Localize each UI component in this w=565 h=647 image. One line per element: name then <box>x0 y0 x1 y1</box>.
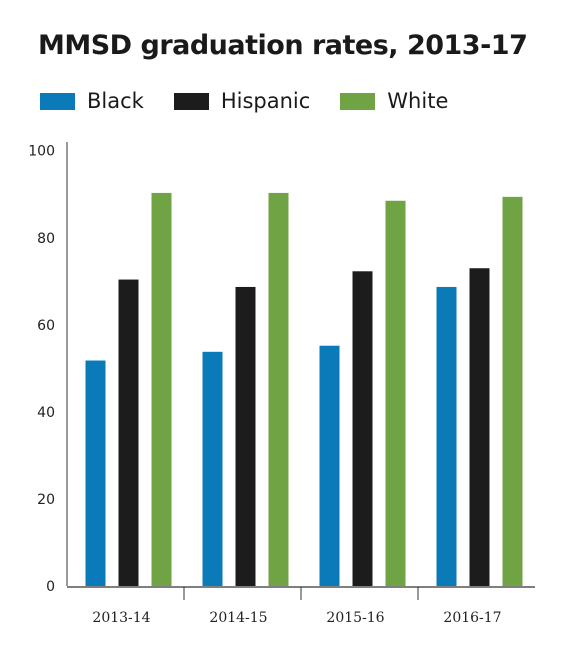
bar-hispanic-2015-16 <box>352 271 373 586</box>
y-tick-label: 0 <box>46 579 55 595</box>
y-tick-label: 100 <box>28 144 55 160</box>
bar-black-2014-15 <box>202 351 223 586</box>
bar-hispanic-2014-15 <box>235 286 256 586</box>
bar-black-2013-14 <box>85 360 106 586</box>
x-tick-label: 2013-14 <box>92 610 150 626</box>
chart-title: MMSD graduation rates, 2013-17 <box>38 30 528 61</box>
legend-item-black: Black <box>40 89 144 113</box>
y-axis: 0 20 40 60 80 100 <box>28 142 68 595</box>
bar-black-2016-17 <box>436 286 457 586</box>
legend-swatch-hispanic <box>173 92 209 110</box>
legend-label-hispanic: Hispanic <box>220 89 311 113</box>
legend: Black Hispanic White <box>40 88 478 114</box>
bar-white-2013-14 <box>151 192 172 586</box>
x-tick-label: 2015-16 <box>326 610 384 626</box>
legend-swatch-black <box>40 92 75 110</box>
x-tick-label: 2014-15 <box>209 610 267 626</box>
legend-item-hispanic: Hispanic <box>173 89 311 113</box>
bar-white-2016-17 <box>502 196 523 587</box>
legend-label-black: Black <box>87 89 144 113</box>
bar-hispanic-2013-14 <box>118 279 139 586</box>
x-tick-label: 2016-17 <box>443 610 501 626</box>
bar-white-2014-15 <box>268 192 289 586</box>
y-tick-label: 40 <box>37 405 55 421</box>
x-axis: 2013-14 2014-15 2015-16 2016-17 <box>67 586 535 626</box>
bar-hispanic-2016-17 <box>469 268 490 586</box>
bar-black-2015-16 <box>319 345 340 586</box>
y-tick-label: 60 <box>37 318 55 334</box>
bars <box>85 192 523 587</box>
legend-label-white: White <box>387 89 449 113</box>
y-tick-label: 80 <box>37 231 55 247</box>
bar-white-2015-16 <box>385 200 406 586</box>
legend-swatch-white <box>340 92 376 110</box>
y-tick-label: 20 <box>37 492 55 508</box>
legend-item-white: White <box>340 89 448 113</box>
